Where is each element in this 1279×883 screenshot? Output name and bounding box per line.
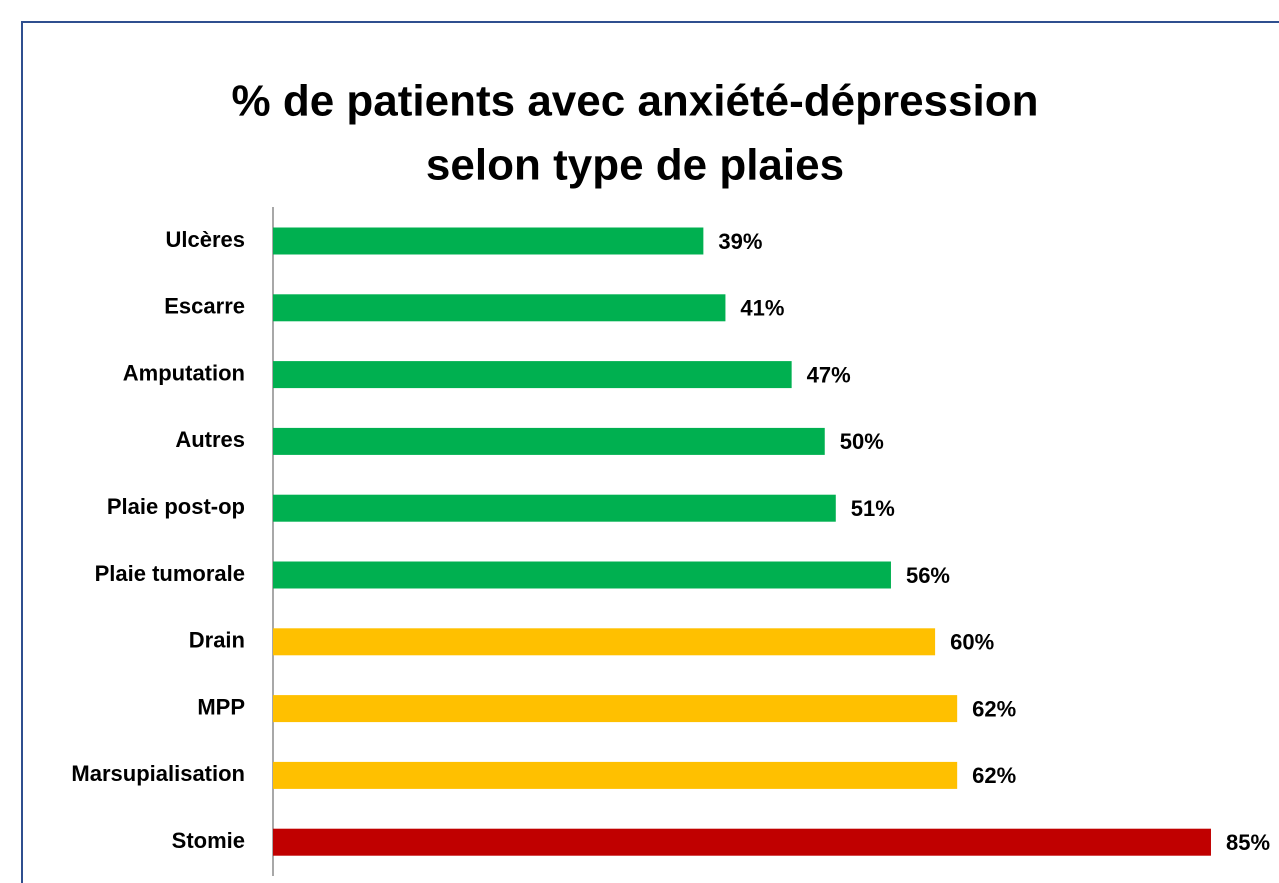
value-label: 41% bbox=[740, 296, 784, 321]
category-label: Ulcères bbox=[165, 227, 245, 252]
value-label: 85% bbox=[1226, 830, 1270, 855]
category-label: Plaie post-op bbox=[107, 494, 245, 519]
category-label: Stomie bbox=[172, 828, 245, 853]
category-label: MPP bbox=[197, 694, 245, 719]
chart-title: selon type de plaies bbox=[426, 141, 844, 190]
category-label: Escarre bbox=[164, 294, 245, 319]
bar bbox=[273, 361, 792, 389]
value-label: 51% bbox=[851, 496, 895, 521]
category-label: Drain bbox=[189, 628, 245, 653]
bar bbox=[273, 494, 836, 522]
bar bbox=[273, 761, 958, 789]
category-label: Autres bbox=[175, 427, 245, 452]
bar bbox=[273, 561, 891, 589]
bar bbox=[273, 294, 726, 322]
value-label: 39% bbox=[718, 229, 762, 254]
bar bbox=[273, 695, 958, 723]
chart-title: % de patients avec anxiété-dépression bbox=[232, 77, 1039, 126]
bar bbox=[273, 828, 1211, 856]
category-label: Plaie tumorale bbox=[95, 561, 245, 586]
value-label: 62% bbox=[972, 696, 1016, 721]
value-label: 60% bbox=[950, 630, 994, 655]
bar bbox=[273, 227, 704, 255]
bar bbox=[273, 628, 936, 656]
category-label: Marsupialisation bbox=[71, 761, 245, 786]
value-label: 62% bbox=[972, 763, 1016, 788]
bar bbox=[273, 427, 825, 455]
category-label: Amputation bbox=[123, 360, 245, 385]
frame bbox=[21, 21, 1279, 883]
value-label: 56% bbox=[906, 563, 950, 588]
value-label: 50% bbox=[840, 429, 884, 454]
value-label: 47% bbox=[807, 362, 851, 387]
